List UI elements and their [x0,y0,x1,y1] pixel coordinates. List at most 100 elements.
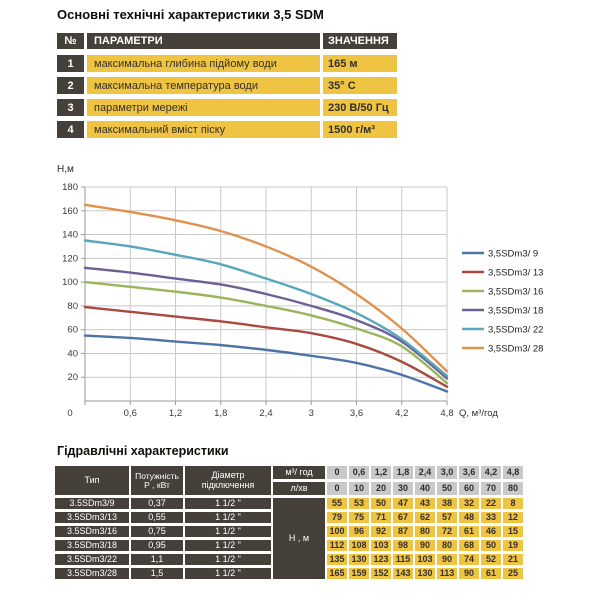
pump-type-cell: 3.5SDm3/16 [55,526,129,537]
pump-diameter-cell: 1 1/2 " [185,540,271,551]
head-value-cell: 68 [459,540,479,551]
head-value-cell: 74 [459,554,479,565]
flow-m3-header-cell: 0,6 [349,466,369,479]
legend-label: 3,5SDm3/ 22 [488,325,543,336]
head-value-cell: 47 [393,498,413,509]
hyd-header-flow-l: л/хв [273,482,325,495]
flow-m3-header-cell: 3,6 [459,466,479,479]
pump-diameter-cell: 1 1/2 " [185,568,271,579]
head-value-cell: 25 [503,568,523,579]
pump-curve [83,203,449,373]
hyd-header-flow-m3: м³/ год [273,466,325,479]
head-value-cell: 46 [481,526,501,537]
flow-m3-header-cell: 0 [327,466,347,479]
hyd-header-power: Потужність Р , кВт [131,466,183,495]
x-tick-label: 4,2 [395,408,408,419]
head-value-cell: 87 [393,526,413,537]
x-tick-label: 1,2 [169,408,182,419]
pump-diameter-cell: 1 1/2 " [185,512,271,523]
pump-type-cell: 3.5SDm3/9 [55,498,129,509]
hyd-header-diameter: Діаметр підключення [185,466,271,495]
flow-l-header-cell: 20 [371,482,391,495]
y-tick-label: 160 [62,206,78,217]
pump-type-cell: 3.5SDm3/18 [55,540,129,551]
spec-row-number: 1 [57,55,84,72]
head-value-cell: 103 [415,554,435,565]
head-value-cell: 113 [437,568,457,579]
flow-l-header-cell: 60 [459,482,479,495]
flow-l-header-cell: 30 [393,482,413,495]
pump-curve [83,266,449,380]
head-value-cell: 165 [327,568,347,579]
pump-diameter-cell: 1 1/2 " [185,526,271,537]
y-tick-label: 40 [67,348,78,359]
flow-l-header-cell: 10 [349,482,369,495]
x-tick-label: 2,4 [259,408,272,419]
head-value-cell: 79 [327,512,347,523]
head-value-cell: 112 [327,540,347,551]
head-value-cell: 130 [415,568,435,579]
pump-curve [83,305,449,388]
head-value-cell: 67 [393,512,413,523]
spec-row-number: 2 [57,77,84,94]
head-value-cell: 92 [371,526,391,537]
specs-title: Основні технічні характеристики 3,5 SDM [57,7,324,22]
head-value-cell: 57 [437,512,457,523]
specs-table: № ПАРАМЕТРИ ЗНАЧЕННЯ 1 максимальна глибин… [57,33,397,143]
spec-row: 1 максимальна глибина підйому води 165 м [57,55,397,72]
head-value-cell: 62 [415,512,435,523]
head-value-cell: 115 [393,554,413,565]
pump-power-cell: 0,37 [131,498,183,509]
pump-curve [83,280,449,385]
y-tick-label: 80 [67,301,78,312]
pump-curve [83,239,449,378]
head-value-cell: 21 [503,554,523,565]
head-value-cell: 103 [371,540,391,551]
legend-label: 3,5SDm3/ 9 [488,249,538,260]
head-value-cell: 98 [393,540,413,551]
hyd-header-diameter-line2: підключення [201,479,255,490]
flow-m3-header-cell: 3,0 [437,466,457,479]
head-value-cell: 53 [349,498,369,509]
head-value-cell: 80 [437,540,457,551]
spec-row-parameter: параметри мережі [87,99,320,116]
flow-l-header-cell: 0 [327,482,347,495]
x-tick-label: 3,6 [350,408,363,419]
pump-curves-chart: 20 40 60 80 100 120 140 160 180 0 0,6 1,2 1,8 2,4 3 3,6… [55,160,600,440]
specs-header-num: № [57,33,84,49]
head-value-cell: 96 [349,526,369,537]
spec-row: 4 максимальний вміст піску 1500 г/м³ [57,121,397,138]
flow-m3-header-cell: 4,2 [481,466,501,479]
spec-row-parameter: максимальний вміст піску [87,121,320,138]
flow-l-header-cell: 70 [481,482,501,495]
spec-row-value: 165 м [323,55,397,72]
x-tick-label: 1,8 [214,408,227,419]
pump-diameter-cell: 1 1/2 " [185,554,271,565]
head-value-cell: 48 [459,512,479,523]
head-value-cell: 55 [327,498,347,509]
y-tick-label: 180 [62,182,78,193]
spec-row-value: 35° С [323,77,397,94]
pump-power-cell: 0,95 [131,540,183,551]
y-tick-label: 140 [62,230,78,241]
spec-row: 2 максимальна температура води 35° С [57,77,397,94]
flow-m3-header-cell: 1,8 [393,466,413,479]
head-value-cell: 90 [459,568,479,579]
head-value-cell: 72 [437,526,457,537]
y-tick-label: 120 [62,253,78,264]
y-tick-label: 60 [67,325,78,336]
x-tick-label: 0 [67,408,72,419]
head-value-cell: 75 [349,512,369,523]
head-value-cell: 50 [481,540,501,551]
flow-l-header-cell: 40 [415,482,435,495]
head-value-cell: 43 [415,498,435,509]
head-value-cell: 143 [393,568,413,579]
head-value-cell: 108 [349,540,369,551]
head-value-cell: 100 [327,526,347,537]
spec-row: 3 параметри мережі 230 В/50 Гц [57,99,397,116]
head-value-cell: 50 [371,498,391,509]
specs-header-param: ПАРАМЕТРИ [87,33,320,49]
spec-row-parameter: максимальна глибина підйому води [87,55,320,72]
hyd-header-diameter-line1: Діаметр [211,470,245,481]
flow-m3-header-cell: 4,8 [503,466,523,479]
